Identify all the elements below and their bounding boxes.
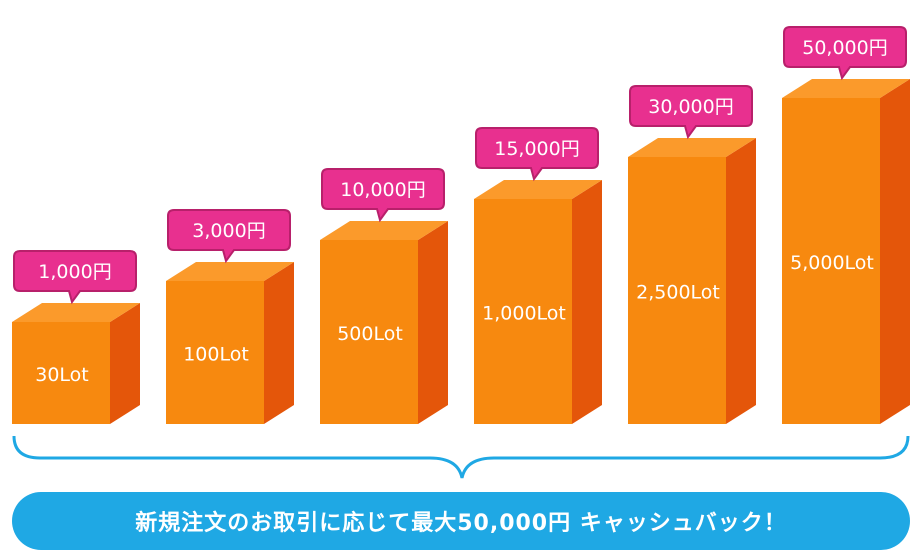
bar-lot-label: 5,000Lot [790, 252, 874, 274]
bar [12, 322, 110, 424]
bar [320, 240, 418, 424]
cashback-bubble [783, 26, 907, 81]
cashback-bubble [629, 85, 753, 140]
cashback-amount-label: 1,000円 [38, 261, 111, 283]
cashback-bubble [321, 168, 445, 223]
bar-side [418, 221, 448, 424]
bar-top [12, 303, 140, 322]
cashback-amount-label: 30,000円 [648, 96, 733, 118]
cashback-amount-label: 3,000円 [192, 220, 265, 242]
bar-group: 500Lot 10,000円 [320, 168, 448, 424]
bar-side [726, 138, 756, 424]
cashback-amount-label: 50,000円 [802, 37, 887, 59]
cashback-bubble [475, 127, 599, 182]
bar-lot-label: 1,000Lot [482, 303, 566, 325]
bar-group: 5,000Lot 50,000円 [782, 26, 910, 424]
bar-lot-label: 30Lot [35, 364, 89, 386]
bar-lot-label: 100Lot [183, 344, 249, 366]
bar [628, 157, 726, 424]
bar-group: 30Lot 1,000円 [12, 250, 140, 424]
cashback-amount-label: 10,000円 [340, 179, 425, 201]
cashback-bubble [167, 209, 291, 264]
bar [782, 98, 880, 424]
bar-group: 100Lot 3,000円 [166, 209, 294, 424]
bar-top [166, 262, 294, 281]
bar-lot-label: 500Lot [337, 323, 403, 345]
bar-top [782, 79, 910, 98]
bar-side [880, 79, 910, 424]
bar-side [572, 180, 602, 424]
cashback-amount-label: 15,000円 [494, 138, 579, 160]
cashback-banner: 新規注文のお取引に応じて最大50,000円 キャッシュバック！ [12, 492, 910, 550]
bar-top [320, 221, 448, 240]
bar-top [474, 180, 602, 199]
bar [474, 199, 572, 424]
bar-side [110, 303, 140, 424]
bar-group: 1,000Lot 15,000円 [474, 127, 602, 424]
cashback-bubble [13, 250, 137, 305]
bar-side [264, 262, 294, 424]
banner-text: 新規注文のお取引に応じて最大50,000円 キャッシュバック！ [135, 511, 787, 536]
bars-layer: 30Lot 1,000円 100Lot 3,000円 500Lot 10,000円 1,00… [12, 26, 910, 424]
bar [166, 281, 264, 424]
bracket-brace [12, 435, 910, 479]
bar-lot-label: 2,500Lot [636, 282, 720, 304]
bar-top [628, 138, 756, 157]
bar-group: 2,500Lot 30,000円 [628, 85, 756, 424]
